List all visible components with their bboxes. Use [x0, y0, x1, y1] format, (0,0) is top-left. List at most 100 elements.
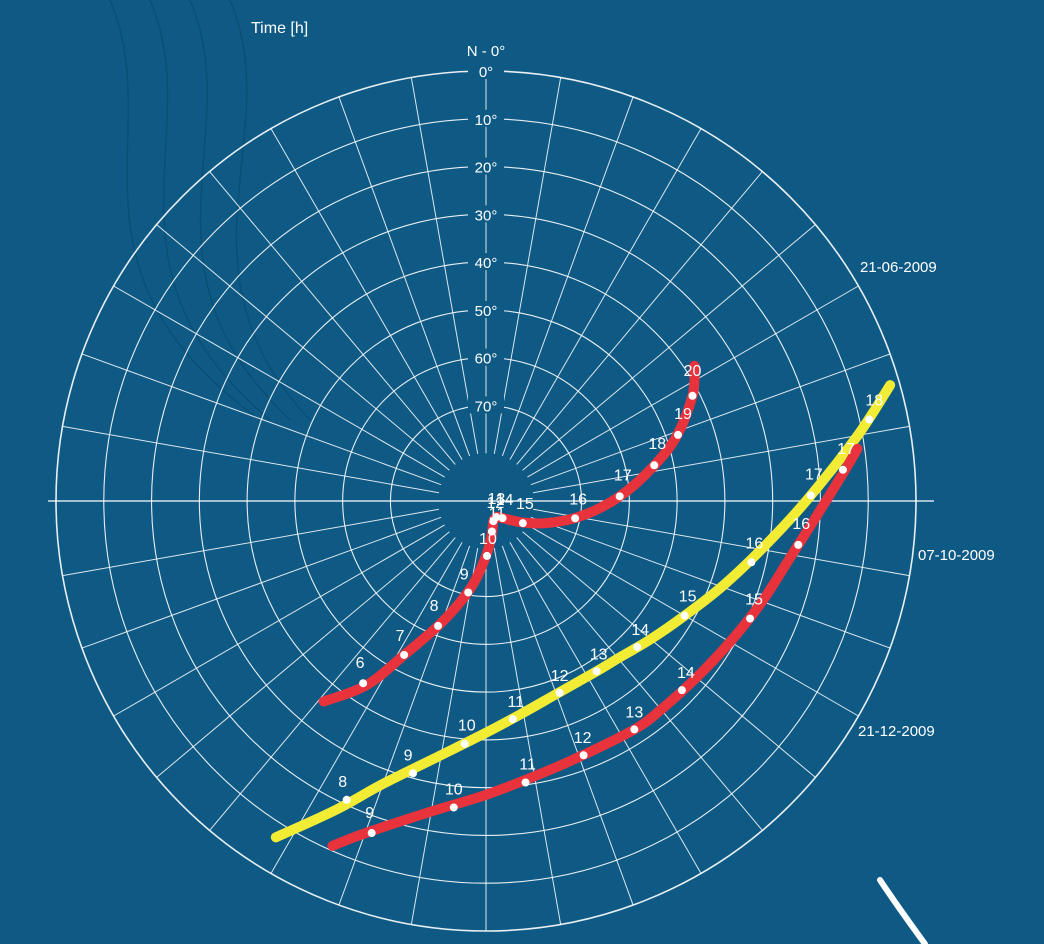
- hour-label: 10: [458, 718, 476, 735]
- ring-label-backdrop: [468, 205, 504, 223]
- north-label: N - 0°: [467, 43, 506, 60]
- hour-label: 17: [614, 467, 632, 484]
- azimuth-line: [530, 516, 891, 649]
- hour-marker: [806, 491, 815, 500]
- azimuth-line: [209, 537, 456, 831]
- hour-marker: [677, 686, 686, 695]
- altitude-label: 0°: [479, 64, 493, 81]
- hour-marker: [633, 643, 642, 652]
- hour-label: 20: [684, 363, 702, 380]
- hour-label: 10: [479, 531, 497, 548]
- altitude-ring-labels: 0° 10° 20° 30° 40° 50° 60° 70°: [468, 62, 504, 415]
- hour-marker: [464, 588, 473, 597]
- contour-line: [229, 0, 311, 421]
- hour-marker: [434, 621, 443, 630]
- hour-marker: [367, 829, 376, 838]
- hour-label: 9: [404, 747, 413, 764]
- hour-label: 17: [837, 441, 855, 458]
- hour-marker: [489, 517, 498, 526]
- azimuth-line: [493, 547, 562, 925]
- hour-label: 7: [396, 628, 405, 645]
- hour-label: 6: [356, 655, 365, 672]
- hour-marker: [449, 803, 458, 812]
- altitude-label: 40°: [475, 255, 498, 272]
- background-contour-lines: [109, 0, 928, 944]
- hour-marker: [555, 688, 564, 697]
- azimuth-line: [81, 516, 442, 649]
- series-label: 21-12-2009: [858, 723, 935, 740]
- ring-label-backdrop: [468, 62, 504, 79]
- azimuth-line: [113, 524, 445, 717]
- hour-marker: [794, 540, 803, 549]
- hour-label: 10: [445, 781, 463, 798]
- azimuth-line: [493, 77, 562, 455]
- hour-marker: [487, 527, 496, 536]
- azimuth-line: [270, 128, 463, 460]
- hour-marker: [400, 650, 409, 659]
- altitude-label: 20°: [475, 160, 498, 177]
- azimuth-line: [509, 542, 702, 874]
- hour-marker: [409, 769, 418, 778]
- azimuth-line: [81, 353, 442, 486]
- hour-label: 9: [460, 566, 469, 583]
- hour-marker: [680, 611, 689, 620]
- hour-marker: [746, 614, 755, 623]
- azimuth-line: [522, 531, 816, 778]
- hour-marker: [482, 551, 491, 560]
- series-labels: 21-06-2009 07-10-2009 21-12-2009: [858, 259, 995, 740]
- ring-label-backdrop: [468, 300, 504, 318]
- azimuth-line: [338, 545, 471, 906]
- azimuth-line: [209, 171, 456, 465]
- hour-label: 16: [569, 491, 587, 508]
- hour-marker: [460, 739, 469, 748]
- ring-label-backdrop: [468, 109, 504, 127]
- corner-arc-shape: [877, 877, 928, 944]
- hour-label: 11: [519, 757, 536, 774]
- hour-label: 13: [488, 491, 506, 508]
- ring-label-backdrop: [468, 348, 504, 366]
- hour-label: 18: [648, 436, 666, 453]
- azimuth-line: [516, 537, 763, 831]
- hour-label: 8: [430, 598, 439, 615]
- hour-label: 8: [338, 774, 347, 791]
- sun-path-curves: [270, 360, 896, 851]
- hour-marker: [865, 415, 874, 424]
- hour-label: 13: [625, 704, 643, 721]
- ring-label-backdrop: [468, 396, 504, 414]
- hour-label: 14: [631, 622, 649, 639]
- azimuth-line: [156, 224, 450, 471]
- azimuth-line: [516, 171, 763, 465]
- hour-marker: [521, 778, 530, 787]
- hour-label: 12: [551, 668, 569, 685]
- hour-label: 15: [516, 496, 534, 513]
- azimuth-line: [410, 547, 479, 925]
- series-label: 21-06-2009: [860, 259, 937, 276]
- hour-label: 15: [745, 592, 763, 609]
- hour-marker: [571, 514, 580, 523]
- azimuth-line: [270, 542, 463, 874]
- contour-line: [149, 0, 271, 421]
- altitude-label: 10°: [475, 112, 498, 129]
- hour-label: 9: [365, 805, 374, 822]
- azimuth-line: [532, 508, 910, 577]
- hour-marker: [592, 667, 601, 676]
- altitude-label: 30°: [475, 207, 498, 224]
- azimuth-line: [530, 353, 891, 486]
- hour-label: 12: [574, 730, 592, 747]
- azimuth-line: [509, 128, 702, 460]
- hour-marker: [508, 715, 517, 724]
- hour-label: 15: [679, 589, 697, 606]
- hour-label: 19: [674, 406, 692, 423]
- contour-line: [189, 0, 291, 421]
- ring-label-backdrop: [468, 157, 504, 175]
- azimuth-line: [62, 508, 440, 577]
- azimuth-line: [156, 531, 450, 778]
- sun-path-07-10-2009: [270, 380, 896, 843]
- hour-marker: [673, 430, 682, 439]
- hour-marker: [650, 461, 659, 470]
- hour-marker: [518, 519, 527, 528]
- hour-marker: [630, 725, 639, 734]
- altitude-label: 50°: [475, 303, 498, 320]
- hour-marker: [579, 751, 588, 760]
